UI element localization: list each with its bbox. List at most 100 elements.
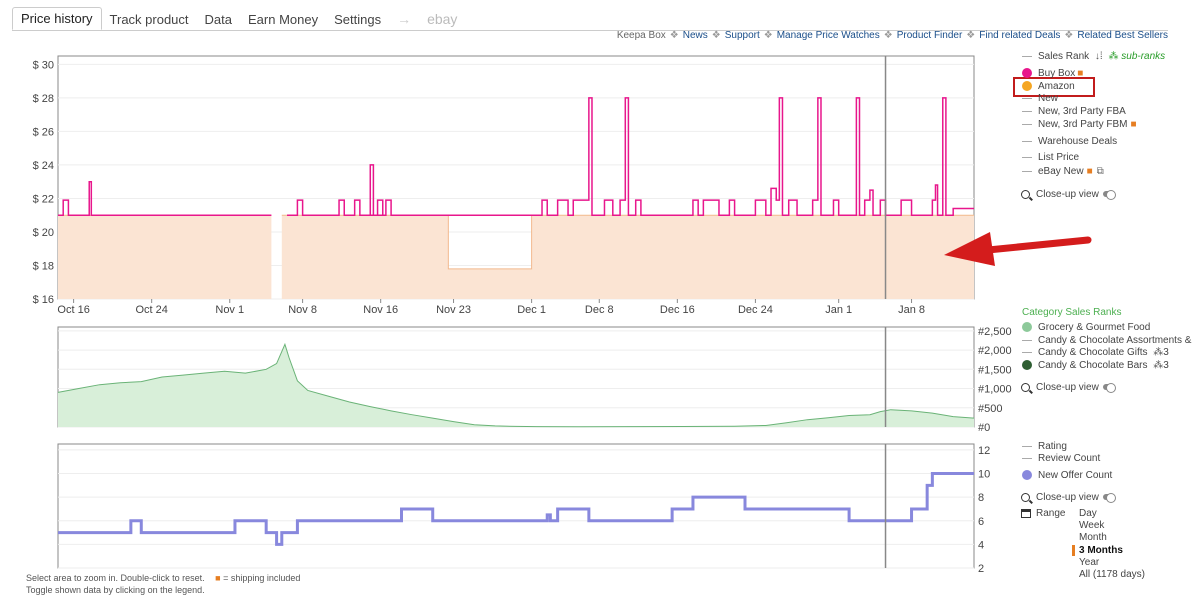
- buy-box-dot-icon: [1022, 68, 1032, 79]
- price-closeup-toggle[interactable]: Close-up view: [1021, 189, 1116, 201]
- legend-candy-gifts[interactable]: Candy & Chocolate Gifts ⁂3: [1022, 347, 1169, 359]
- diamond-icon: ❖: [763, 30, 773, 41]
- footer-hint-toggle: Toggle shown data by clicking on the leg…: [26, 585, 205, 595]
- range-month[interactable]: Month: [1079, 532, 1107, 543]
- x-tick-label: Dec 24: [738, 304, 773, 316]
- legend-candy-assortments[interactable]: Candy & Chocolate Assortments &: [1022, 335, 1191, 347]
- series-buy-box-line: [287, 97, 974, 216]
- legend-ebay-new[interactable]: eBay New ■ ⧉: [1022, 166, 1104, 178]
- price-chart[interactable]: $ 16 $ 18 $ 20 $ 22 $ 24 $ 26 $ 28 $ 30 Oct 16 Oc…: [33, 55, 975, 316]
- selected-indicator: [1072, 545, 1075, 556]
- dash-icon: [1022, 110, 1032, 112]
- dash-icon: [1022, 170, 1032, 172]
- legend-buy-box[interactable]: Buy Box ■: [1022, 68, 1083, 80]
- series-grocery-gourmet-food-fill: [58, 344, 974, 427]
- legend-review-count[interactable]: Review Count: [1022, 453, 1100, 465]
- link-related-best-sellers[interactable]: Related Best Sellers: [1077, 30, 1168, 41]
- sort-icon: ↓⁞: [1094, 51, 1103, 62]
- y-tick-label: #500: [978, 403, 1002, 415]
- legend-grocery[interactable]: Grocery & Gourmet Food: [1022, 322, 1150, 334]
- series-buy-box-line: [58, 180, 272, 216]
- magnifier-icon: [1021, 189, 1030, 199]
- range-all[interactable]: All (1178 days): [1079, 569, 1145, 580]
- y-tick-label: 6: [978, 516, 984, 528]
- link-support[interactable]: Support: [724, 30, 760, 41]
- dash-icon: [1022, 123, 1032, 125]
- legend-candy-bars[interactable]: Candy & Chocolate Bars ⁂3: [1022, 360, 1169, 372]
- range-day[interactable]: Day: [1079, 508, 1097, 519]
- range-year[interactable]: Year: [1079, 557, 1100, 568]
- annotation-arrow: [944, 232, 1092, 266]
- y-tick-label: 4: [978, 539, 984, 551]
- y-tick-label: $ 24: [33, 160, 54, 172]
- amazon-highlight-box: [1013, 77, 1095, 97]
- header-links: Keepa Box ❖ News ❖ Support ❖ Manage Pric…: [617, 30, 1168, 41]
- y-tick-label: #1,000: [978, 384, 1012, 396]
- y-tick-label: $ 22: [33, 193, 54, 205]
- x-tick-label: Oct 16: [57, 304, 89, 316]
- toggle-icon[interactable]: [1102, 383, 1116, 394]
- x-tick-label: Nov 8: [288, 304, 317, 316]
- y-tick-label: 12: [978, 445, 990, 457]
- legend-new[interactable]: New: [1022, 93, 1058, 105]
- diamond-icon: ❖: [711, 30, 721, 41]
- link-manage-price-watches[interactable]: Manage Price Watches: [776, 30, 880, 41]
- x-tick-label: Dec 16: [660, 304, 695, 316]
- legend-rating[interactable]: Rating: [1022, 441, 1067, 453]
- series-grocery-gourmet-food-line: [57, 342, 975, 428]
- link-news[interactable]: News: [682, 30, 708, 41]
- legend-warehouse-deals[interactable]: Warehouse Deals: [1022, 136, 1117, 148]
- magnifier-icon: [1021, 492, 1030, 502]
- rank-closeup-toggle[interactable]: Close-up view: [1021, 382, 1116, 394]
- legend-sales-rank[interactable]: Sales Rank ↓⁞ ⁂ sub-ranks: [1022, 51, 1165, 63]
- tab-earn-money[interactable]: Earn Money: [248, 12, 319, 27]
- truck-icon: ■: [1086, 166, 1093, 177]
- legend-list-price[interactable]: List Price: [1022, 152, 1079, 164]
- truck-icon: ■: [1130, 119, 1137, 130]
- toggle-icon[interactable]: [1102, 493, 1116, 504]
- link-keepa-box[interactable]: Keepa Box: [616, 30, 666, 41]
- x-tick-label: Dec 8: [585, 304, 614, 316]
- legend-new-fba[interactable]: New, 3rd Party FBA: [1022, 106, 1126, 118]
- legend-amazon[interactable]: Amazon: [1022, 81, 1075, 93]
- y-tick-label: #2,000: [978, 345, 1012, 357]
- dash-icon: [1022, 445, 1032, 447]
- sales-rank-chart[interactable]: #0 #500 #1,000 #1,500 #2,000 #2,500: [57, 326, 1012, 434]
- y-tick-label: $ 18: [33, 260, 54, 272]
- sub-ranks-link[interactable]: sub-ranks: [1121, 51, 1166, 62]
- legend-new-fbm[interactable]: New, 3rd Party FBM ■: [1022, 119, 1137, 131]
- plot-frame: [57, 443, 975, 569]
- y-tick-label: $ 20: [33, 227, 54, 239]
- legend-new-offer-count[interactable]: New Offer Count: [1022, 470, 1112, 482]
- tab-track-product[interactable]: Track product: [109, 12, 189, 27]
- y-tick-label: #2,500: [978, 326, 1012, 338]
- dash-icon: [1022, 97, 1032, 99]
- y-tick-label: $ 26: [33, 126, 54, 138]
- diamond-icon: ❖: [883, 30, 893, 41]
- x-tick-label: Nov 16: [363, 304, 398, 316]
- x-tick-label: Nov 1: [215, 304, 244, 316]
- link-product-finder[interactable]: Product Finder: [896, 30, 963, 41]
- x-tick-label: Jan 1: [825, 304, 852, 316]
- offers-closeup-toggle[interactable]: Close-up view: [1021, 492, 1116, 504]
- range-3-months[interactable]: 3 Months: [1072, 545, 1123, 557]
- series-amazon-fill: [58, 215, 272, 299]
- range-week[interactable]: Week: [1079, 520, 1105, 531]
- tab-data[interactable]: Data: [204, 12, 232, 27]
- external-link-icon[interactable]: ⧉: [1096, 166, 1104, 177]
- toggle-icon[interactable]: [1102, 190, 1116, 201]
- candy-bars-dot-icon: [1022, 360, 1032, 371]
- tab-settings[interactable]: Settings: [334, 12, 382, 27]
- link-find-related-deals[interactable]: Find related Deals: [979, 30, 1061, 41]
- truck-icon: ■: [215, 573, 221, 583]
- tab-ebay[interactable]: ebay: [427, 11, 458, 27]
- dash-icon: [1022, 351, 1032, 353]
- series-amazon-fill: [281, 215, 975, 299]
- offer-count-chart[interactable]: 2 4 6 8 10 12: [57, 443, 990, 575]
- price-legend: Sales Rank ↓⁞ ⁂ sub-ranks Buy Box ■ Amazo…: [1021, 50, 1200, 210]
- tab-price-history[interactable]: Price history: [12, 7, 102, 30]
- y-tick-label: $ 28: [33, 93, 54, 105]
- x-tick-label: Oct 24: [135, 304, 167, 316]
- y-tick-label: $ 16: [33, 294, 54, 306]
